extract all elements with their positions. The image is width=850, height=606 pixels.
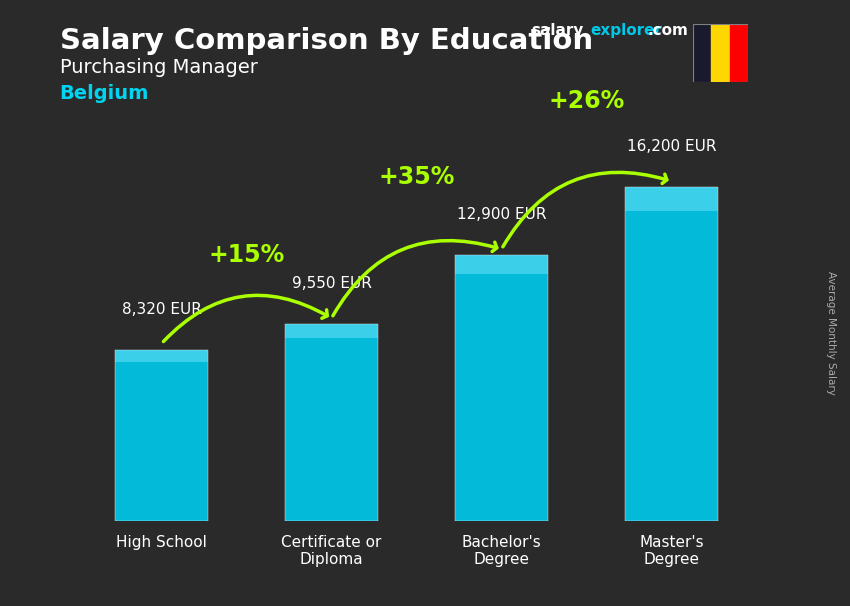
Text: +26%: +26% [548, 89, 625, 113]
Text: +15%: +15% [208, 242, 285, 267]
Text: 8,320 EUR: 8,320 EUR [122, 302, 201, 317]
Bar [455, 255, 548, 274]
Bar [693, 24, 711, 82]
Text: 9,550 EUR: 9,550 EUR [292, 276, 371, 291]
Text: 16,200 EUR: 16,200 EUR [626, 139, 717, 155]
Text: Average Monthly Salary: Average Monthly Salary [826, 271, 836, 395]
Bar [285, 324, 378, 521]
Bar [285, 324, 378, 338]
Text: Purchasing Manager: Purchasing Manager [60, 58, 258, 76]
Bar [625, 187, 718, 521]
Bar [625, 187, 718, 211]
Text: explorer: explorer [591, 23, 663, 38]
Bar [455, 255, 548, 521]
Text: salary: salary [531, 23, 584, 38]
Bar [711, 24, 729, 82]
Text: Salary Comparison By Education: Salary Comparison By Education [60, 27, 592, 55]
Text: Belgium: Belgium [60, 84, 149, 102]
Text: .com: .com [648, 23, 689, 38]
Bar [115, 350, 208, 521]
Bar [729, 24, 748, 82]
Text: 12,900 EUR: 12,900 EUR [456, 207, 547, 222]
Bar [115, 350, 208, 362]
Text: +35%: +35% [378, 165, 455, 190]
